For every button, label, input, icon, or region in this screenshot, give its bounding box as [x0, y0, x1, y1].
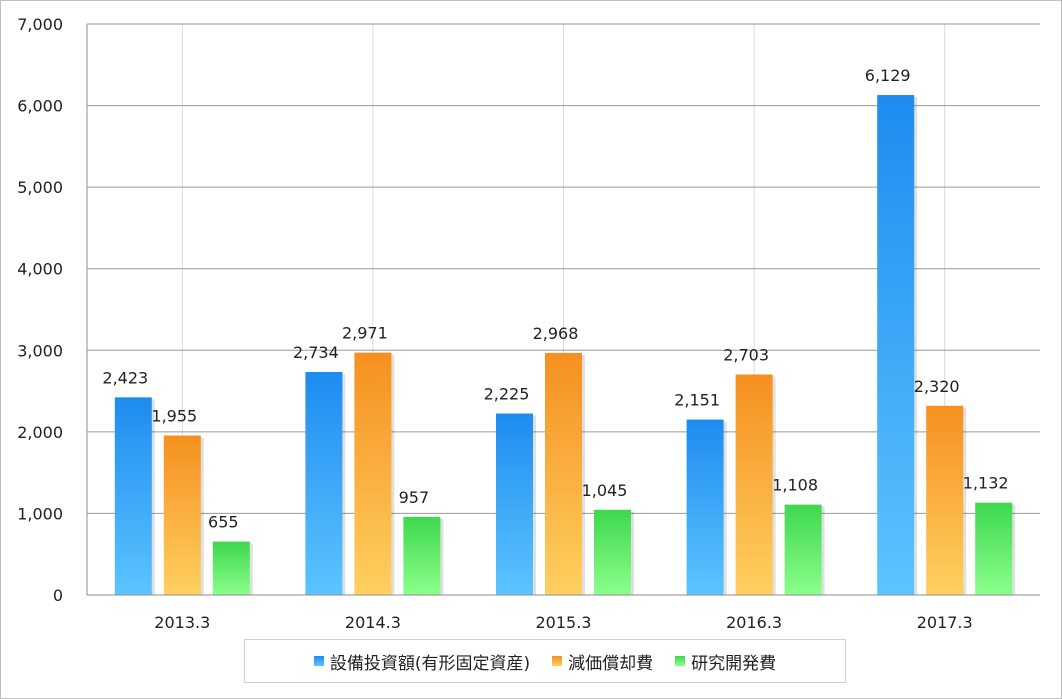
bar	[403, 516, 441, 595]
axes	[86, 24, 1040, 596]
y-tick-label: 3,000	[17, 341, 63, 360]
data-label: 2,225	[484, 385, 530, 404]
data-label: 655	[208, 513, 239, 532]
y-tick-label: 0	[53, 586, 63, 605]
bar	[212, 541, 250, 595]
data-label: 2,423	[102, 368, 148, 387]
x-tick-label: 2017.3	[917, 613, 973, 632]
legend-swatch	[675, 656, 686, 666]
bar	[926, 405, 964, 595]
legend-item-capex: 設備投資額(有形固定資産)	[313, 649, 531, 674]
bar	[975, 502, 1013, 595]
bar	[496, 413, 533, 595]
legend-label: 設備投資額(有形固定資産)	[329, 653, 531, 674]
data-label: 1,132	[963, 474, 1009, 493]
x-tick-label: 2015.3	[536, 613, 592, 632]
bar	[354, 352, 392, 595]
bar	[735, 374, 773, 595]
y-tick-label: 1,000	[17, 504, 63, 523]
y-tick-label: 4,000	[17, 260, 63, 279]
bar	[545, 352, 582, 595]
data-label: 6,129	[865, 66, 911, 85]
legend-item-depreciation: 減価償却費	[552, 649, 653, 674]
x-tick-label: 2013.3	[154, 613, 210, 632]
y-tick-label: 6,000	[17, 97, 63, 116]
bar	[114, 397, 152, 595]
data-label: 2,703	[723, 346, 769, 365]
bars	[114, 95, 1016, 596]
x-tick-label: 2014.3	[345, 613, 401, 632]
bar	[305, 371, 343, 595]
data-label: 2,734	[293, 343, 339, 362]
data-label: 2,151	[674, 391, 720, 410]
legend-item-rnd: 研究開発費	[675, 649, 776, 674]
legend: 設備投資額(有形固定資産) 減価償却費 研究開発費	[244, 639, 846, 683]
legend-label: 減価償却費	[568, 653, 654, 674]
bar	[686, 419, 724, 595]
data-label: 1,108	[772, 476, 818, 495]
y-tick-label: 7,000	[17, 15, 63, 34]
y-tick-label: 5,000	[17, 178, 63, 197]
data-label: 1,955	[151, 407, 197, 426]
data-label: 2,320	[914, 377, 960, 396]
data-label: 1,045	[582, 481, 628, 500]
data-label: 2,971	[342, 324, 388, 343]
legend-swatch	[313, 656, 324, 666]
data-label: 2,968	[533, 324, 579, 343]
data-label: 957	[399, 488, 430, 507]
tick-labels: 0 1,000 2,000 3,000 4,000 5,000 6,000 7,000 2013…	[17, 15, 973, 632]
legend-label: 研究開発費	[691, 653, 777, 674]
bar	[877, 95, 915, 596]
legend-swatch	[552, 656, 563, 666]
bar	[594, 509, 631, 595]
bar	[784, 504, 822, 595]
y-tick-label: 2,000	[17, 423, 63, 442]
bar	[163, 435, 201, 595]
x-tick-label: 2016.3	[726, 613, 782, 632]
